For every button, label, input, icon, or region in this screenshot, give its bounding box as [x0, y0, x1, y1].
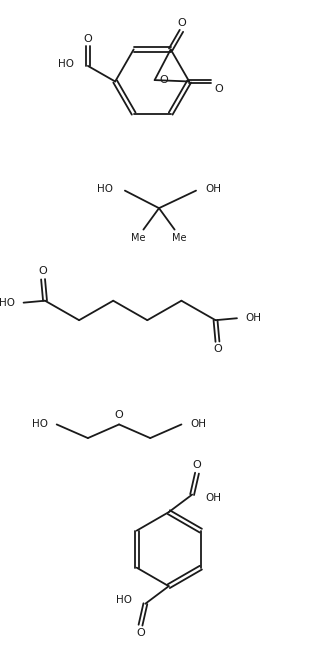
Text: HO: HO: [97, 183, 114, 194]
Text: OH: OH: [206, 183, 221, 194]
Text: OH: OH: [190, 419, 206, 430]
Text: O: O: [84, 33, 92, 44]
Text: O: O: [39, 267, 48, 276]
Text: OH: OH: [206, 493, 221, 504]
Text: O: O: [193, 460, 202, 470]
Text: OH: OH: [245, 313, 262, 324]
Text: O: O: [136, 628, 145, 638]
Text: O: O: [115, 409, 123, 420]
Text: O: O: [177, 18, 186, 28]
Text: HO: HO: [0, 297, 15, 308]
Text: Me: Me: [172, 233, 187, 244]
Text: Me: Me: [131, 233, 146, 244]
Text: HO: HO: [116, 595, 132, 605]
Text: O: O: [213, 345, 222, 354]
Text: HO: HO: [32, 419, 48, 430]
Text: HO: HO: [58, 59, 74, 69]
Text: O: O: [214, 84, 223, 94]
Text: O: O: [159, 75, 168, 85]
